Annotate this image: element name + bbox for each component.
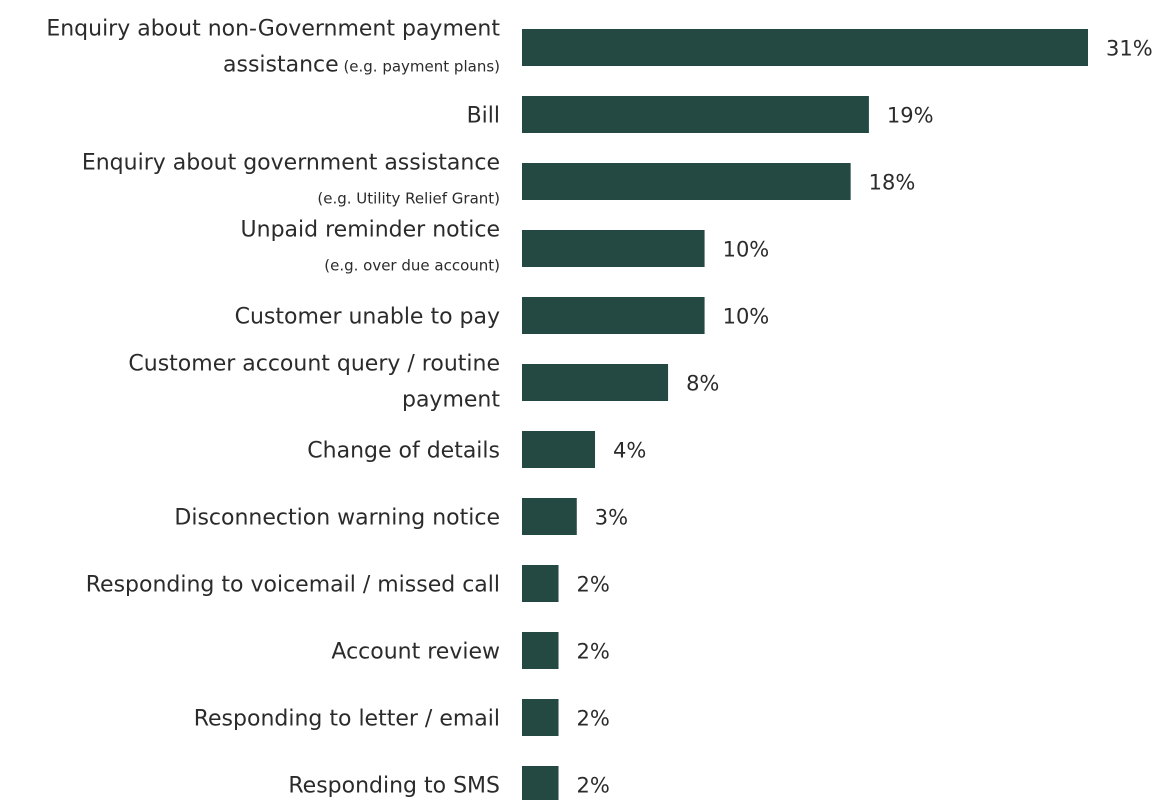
value-label: 31% [1106, 37, 1153, 61]
value-label: 10% [723, 238, 770, 262]
bar [522, 699, 559, 736]
category-label: Bill [467, 104, 500, 129]
category-label: Change of details [307, 439, 500, 464]
bar-row: 3% Disconnection warning notice [174, 498, 628, 535]
value-label: 2% [577, 774, 610, 798]
category-label: assistance (e.g. payment plans) [223, 53, 500, 78]
bar [522, 230, 705, 267]
category-label: Enquiry about non-Government payment [46, 17, 500, 42]
bar [522, 431, 596, 468]
bar-row: 8% Customer account query / routine paymen… [128, 352, 719, 413]
category-label: (e.g. Utility Relief Grant) [317, 190, 500, 208]
value-label: 3% [595, 506, 628, 530]
value-label: 2% [577, 640, 610, 664]
value-label: 18% [869, 171, 916, 195]
bar-row: 19% Bill [467, 96, 934, 133]
category-label: Responding to letter / email [194, 707, 500, 732]
value-label: 2% [577, 573, 610, 597]
bar-row: 10% Customer unable to pay [235, 297, 770, 334]
bar-row: 2% Responding to SMS [288, 766, 610, 800]
category-label: Customer unable to pay [235, 305, 500, 330]
bar-row: 2% Account review [331, 632, 610, 669]
value-label: 2% [577, 707, 610, 731]
bar [522, 29, 1088, 66]
bar [522, 498, 577, 535]
bar [522, 632, 559, 669]
bar-row: 31% Enquiry about non-Government payment a… [46, 17, 1152, 78]
value-label: 4% [613, 439, 646, 463]
bar [522, 565, 559, 602]
bar-row: 2% Responding to letter / email [194, 699, 610, 736]
category-label: Unpaid reminder notice [241, 218, 500, 243]
bar-row: 2% Responding to voicemail / missed call [86, 565, 610, 602]
value-label: 8% [686, 372, 719, 396]
category-label: Enquiry about government assistance [82, 151, 500, 176]
bar-row: 4% Change of details [307, 431, 646, 468]
value-label: 19% [887, 104, 934, 128]
bar [522, 766, 559, 800]
bar-row: 10% Unpaid reminder notice (e.g. over due … [241, 218, 770, 275]
category-label: payment [402, 388, 500, 413]
bar [522, 297, 705, 334]
category-label: Responding to SMS [288, 774, 500, 799]
bar-row: 18% Enquiry about government assistance (e… [82, 151, 916, 208]
value-label: 10% [723, 305, 770, 329]
bar [522, 96, 869, 133]
bar [522, 364, 669, 401]
category-label: Account review [331, 640, 500, 665]
category-label: Disconnection warning notice [174, 506, 500, 531]
category-label: Responding to voicemail / missed call [86, 573, 500, 598]
category-label: (e.g. over due account) [324, 257, 500, 275]
category-label: Customer account query / routine [128, 352, 500, 377]
bar [522, 163, 851, 200]
